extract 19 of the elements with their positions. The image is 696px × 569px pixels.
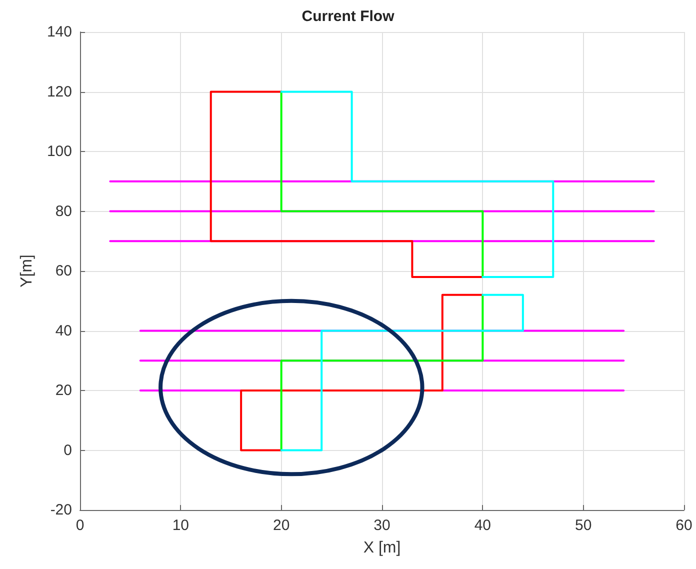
y-tick-label: 0 bbox=[64, 442, 72, 459]
x-tick-label: 10 bbox=[172, 517, 190, 534]
y-tick-label: 80 bbox=[55, 202, 72, 220]
y-axis-title: Y[m] bbox=[18, 254, 36, 288]
x-tick-label: 0 bbox=[76, 517, 84, 534]
y-tick-label: 100 bbox=[46, 143, 72, 160]
x-tick-label: 30 bbox=[374, 517, 390, 534]
x-tick-label: 50 bbox=[574, 517, 592, 534]
y-tick-label: 120 bbox=[46, 83, 72, 100]
y-tick-label: 60 bbox=[55, 262, 72, 280]
x-tick-label: 20 bbox=[272, 517, 290, 534]
x-tick-label: 60 bbox=[676, 517, 692, 534]
x-axis-title: X [m] bbox=[363, 540, 401, 556]
x-tick-label: 40 bbox=[474, 517, 492, 534]
chart-title: Current Flow bbox=[302, 8, 395, 25]
y-tick-label: 20 bbox=[55, 382, 72, 399]
y-tick-label: -20 bbox=[50, 502, 72, 518]
y-tick-label: 140 bbox=[46, 24, 72, 40]
y-tick-label: 40 bbox=[55, 322, 72, 340]
